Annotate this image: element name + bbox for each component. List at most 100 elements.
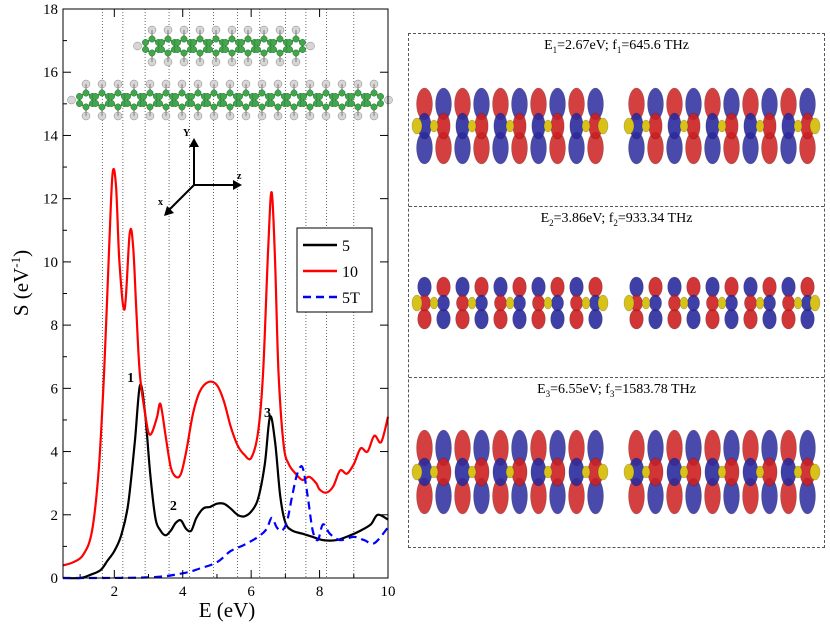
carbon-atom (188, 93, 195, 100)
x-arrowhead (164, 206, 174, 216)
orbital-lobe (724, 308, 739, 330)
orbital-lobe (475, 294, 488, 312)
y-tick-label: 6 (51, 381, 59, 397)
carbon-atom (332, 93, 339, 100)
panel-separator-1 (409, 206, 824, 207)
data-series (62, 167, 390, 580)
carbon-atom (190, 39, 197, 46)
orbital-lobe (717, 465, 727, 479)
orbital-lobe (705, 308, 720, 330)
carbon-atom (236, 93, 243, 100)
carbon-atom (270, 46, 277, 53)
orbital-lobe (455, 308, 470, 330)
carbon-atom (206, 39, 213, 46)
carbon-atom (212, 49, 220, 57)
carbon-atom (92, 93, 99, 100)
orbital-lobe (505, 296, 515, 310)
carbon-atom (370, 103, 378, 111)
orbital-lobe (705, 276, 720, 298)
legend-label-10: 10 (342, 264, 358, 281)
carbon-atom (206, 46, 213, 53)
carbon-atom (140, 100, 147, 107)
orbital-lobe (551, 294, 564, 312)
carbon-atom (108, 93, 115, 100)
panel-2-f-subscript: 2 (613, 217, 618, 228)
orbital-lobe (474, 308, 489, 330)
y-tick-label: 18 (43, 2, 58, 18)
orbital-lobe (668, 294, 681, 312)
orbital-lobe (762, 276, 777, 298)
orbital-lobe (687, 294, 700, 312)
orbital-lobe (762, 112, 777, 140)
carbon-atom (242, 89, 250, 97)
carbon-atom (204, 93, 211, 100)
orbital-lobe (641, 296, 651, 310)
orbital-lobe (581, 119, 591, 133)
orbital-lobe (809, 117, 821, 135)
orbital-lobe (429, 119, 439, 133)
orbital-lobe (493, 112, 508, 140)
orbital-lobe (809, 294, 821, 312)
carbon-atom (180, 49, 188, 57)
orbital-lobe (493, 276, 508, 298)
carbon-atom (254, 39, 261, 46)
series-line-10 (62, 167, 390, 567)
orbital-lobe (531, 112, 546, 140)
x-axis-arrow (167, 184, 195, 212)
orbital-lobe (570, 294, 583, 312)
x-tick-label: 6 (247, 584, 255, 600)
hydrogen-atom (306, 41, 315, 51)
y-label-exponent: -1 (8, 257, 23, 268)
orbital-lobe (743, 112, 758, 140)
y-tick-label: 12 (43, 192, 58, 208)
carbon-atom (226, 89, 234, 97)
carbon-atom (98, 89, 106, 97)
carbon-atom (348, 100, 355, 107)
triad-z-label: z (237, 171, 242, 182)
panel-2-e-symbol: E (540, 211, 550, 226)
orbital-lobe (781, 308, 796, 330)
orbital-lobe (505, 119, 515, 133)
orbital-lobe (494, 294, 507, 312)
carbon-atom (228, 35, 236, 43)
orbital-lobe (436, 308, 451, 330)
carbon-atom (76, 100, 83, 107)
orbital-lobe (725, 294, 738, 312)
y-tick-label: 14 (43, 128, 59, 144)
carbon-atom (364, 93, 371, 100)
x-tick-label: 4 (179, 584, 187, 600)
panel-3-heading: E3=6.55eV; f3=1583.78 THz (409, 382, 824, 399)
carbon-atom (172, 93, 179, 100)
panel-1-f-subscript: 1 (616, 44, 622, 55)
coordinate-axes-triad: Y z x (158, 128, 242, 216)
carbon-atom (148, 49, 156, 57)
panel-3-f-value: =1583.78 THz (614, 382, 696, 397)
carbon-atom (260, 35, 268, 43)
carbon-atom (292, 35, 300, 43)
y-tick-label: 0 (51, 571, 59, 587)
carbon-atom (164, 49, 172, 57)
orbital-lobe (436, 112, 451, 140)
carbon-atom (142, 39, 149, 46)
carbon-atom (244, 35, 252, 43)
orbital-lobe (686, 112, 701, 140)
carbon-atom (196, 35, 204, 43)
orbital-lobe (512, 308, 527, 330)
y-label-close: ) (9, 250, 33, 257)
carbon-atom (268, 100, 275, 107)
orbital-lobe (717, 296, 727, 310)
carbon-atom (258, 89, 266, 97)
carbon-atom (162, 89, 170, 97)
orbital-lobe (641, 119, 651, 133)
orbital-lobe (597, 463, 609, 481)
orbital-lobe (762, 308, 777, 330)
orbital-lobe (793, 465, 803, 479)
carbon-atom (140, 93, 147, 100)
x-tick-label: 2 (111, 584, 119, 600)
carbon-atom (299, 39, 306, 46)
carbon-atom (174, 39, 181, 46)
orbital-lobe (505, 465, 515, 479)
carbon-atom (370, 89, 378, 97)
orbital-lobe (456, 294, 469, 312)
orbital-lobe (437, 294, 450, 312)
